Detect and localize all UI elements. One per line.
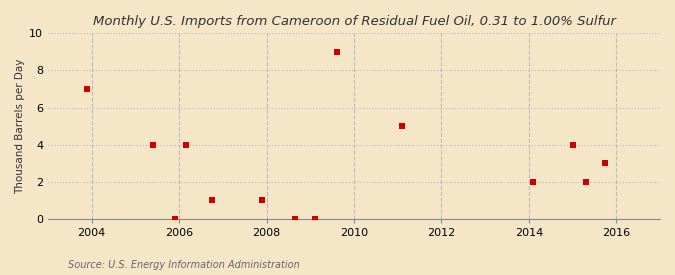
- Text: Source: U.S. Energy Information Administration: Source: U.S. Energy Information Administ…: [68, 260, 299, 270]
- Point: [309, 217, 320, 221]
- Point: [256, 198, 267, 203]
- Point: [331, 50, 342, 54]
- Point: [580, 180, 591, 184]
- Point: [207, 198, 217, 203]
- Point: [600, 161, 611, 166]
- Point: [290, 217, 300, 221]
- Point: [567, 142, 578, 147]
- Point: [148, 142, 159, 147]
- Title: Monthly U.S. Imports from Cameroon of Residual Fuel Oil, 0.31 to 1.00% Sulfur: Monthly U.S. Imports from Cameroon of Re…: [92, 15, 616, 28]
- Point: [169, 217, 180, 221]
- Y-axis label: Thousand Barrels per Day: Thousand Barrels per Day: [15, 59, 25, 194]
- Point: [82, 87, 92, 91]
- Point: [397, 124, 408, 128]
- Point: [528, 180, 539, 184]
- Point: [180, 142, 191, 147]
